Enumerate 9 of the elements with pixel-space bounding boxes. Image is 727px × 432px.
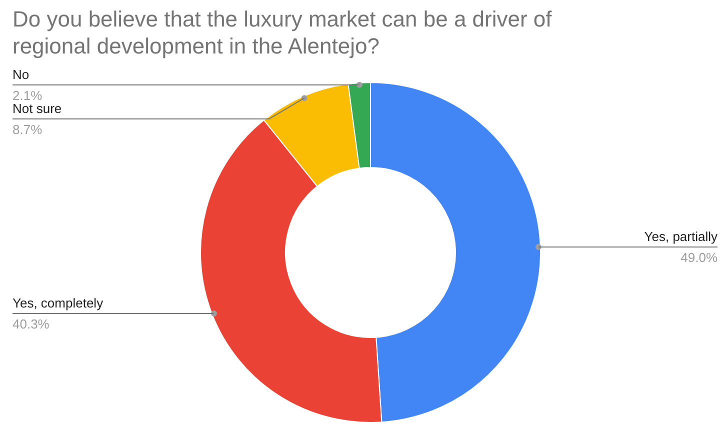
slice-label: Not sure	[12, 100, 62, 116]
slice-label: No	[12, 66, 30, 82]
slice-label: Yes, partially	[644, 228, 718, 244]
slice-label: Yes, completely	[12, 296, 104, 311]
data-label: 49.0%	[680, 250, 718, 265]
data-label: 2.1%	[12, 88, 43, 103]
data-label: 8.7%	[12, 122, 43, 137]
data-label: 40.3%	[12, 316, 50, 332]
chart-title: Do you believe that the luxury market can be a driver of regional development in the Alentejo?	[12, 6, 553, 58]
